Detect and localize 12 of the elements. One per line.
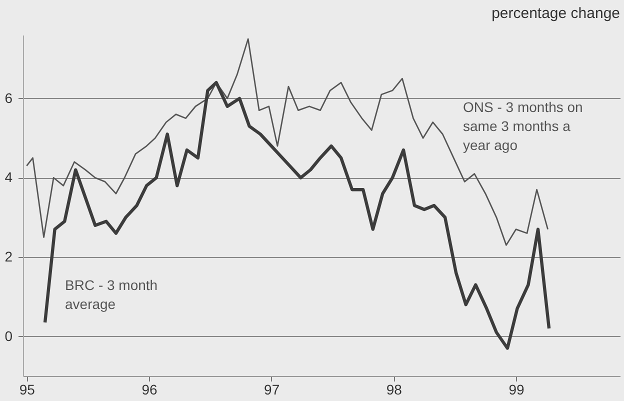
y-tick-label: 2: [4, 248, 13, 265]
x-tick-label: 97: [264, 382, 280, 398]
x-tick-label: 99: [508, 382, 525, 398]
series-label: BRC - 3 month average: [65, 277, 158, 312]
series-label: ONS - 3 months on same 3 months a year ago: [463, 99, 583, 153]
x-tick-label: 98: [386, 382, 402, 398]
y-tick-label: 4: [4, 169, 13, 186]
chart-title: percentage change: [492, 5, 620, 22]
y-tick-label: 6: [4, 90, 13, 106]
y-tick-label: 0: [4, 328, 13, 344]
x-tick-label: 95: [19, 382, 36, 398]
x-tick-label: 96: [142, 382, 158, 398]
